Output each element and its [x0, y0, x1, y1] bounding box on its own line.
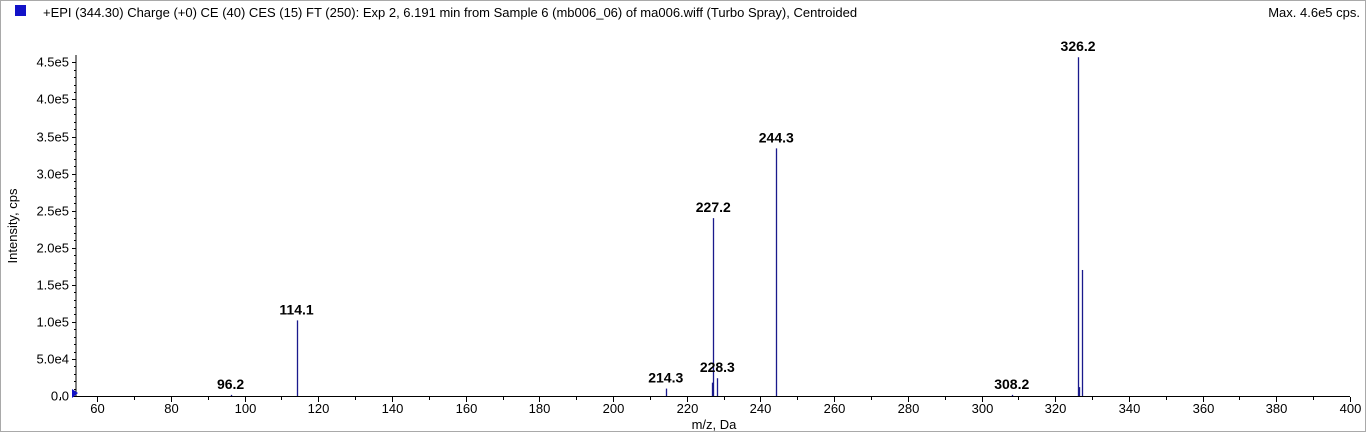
spectrum-title: +EPI (344.30) Charge (+0) CE (40) CES (1…: [43, 5, 858, 20]
x-tick-label: 380: [1266, 401, 1288, 416]
max-intensity-label: Max. 4.6e5 cps.: [1268, 5, 1360, 20]
y-tick-label: 2.5e5: [36, 204, 69, 219]
y-tick-label: 4.0e5: [36, 92, 69, 107]
peak-label: 228.3: [700, 359, 735, 375]
series-color-swatch[interactable]: [15, 5, 26, 16]
x-axis-ticks: 60 80 100 120 140 160 180 200 220 240 260 280 300 320…: [60, 397, 1362, 416]
x-tick-label: 200: [603, 401, 625, 416]
origin-marker-icon[interactable]: [72, 389, 78, 398]
x-tick-label: 80: [164, 401, 178, 416]
y-tick-label: 5.0e4: [36, 352, 69, 367]
x-tick-label: 160: [456, 401, 478, 416]
x-tick-label: 400: [1340, 401, 1362, 416]
x-tick-label: 220: [677, 401, 699, 416]
x-axis-title: m/z, Da: [692, 417, 738, 432]
peak-label: 244.3: [759, 129, 794, 145]
x-tick-label: 340: [1119, 401, 1141, 416]
y-tick-label: 2.0e5: [36, 241, 69, 256]
y-tick-label: 4.5e5: [36, 55, 69, 70]
peak-series: [230, 57, 1084, 396]
peak-label: 214.3: [648, 370, 683, 386]
x-tick-label: 120: [308, 401, 330, 416]
y-tick-label: 1.5e5: [36, 278, 69, 293]
x-tick-label: 280: [898, 401, 920, 416]
x-tick-label: 140: [382, 401, 404, 416]
x-tick-label: 260: [824, 401, 846, 416]
x-tick-label: 240: [750, 401, 772, 416]
y-tick-label: 3.5e5: [36, 130, 69, 145]
peak-label: 326.2: [1061, 38, 1096, 54]
y-tick-label: 0.0: [51, 389, 69, 404]
y-axis-ticks: 0.0 5.0e4 1.0e5 1.5e5 2.0e5 2.5e5 3.0e5 3.5e5 4.…: [36, 55, 76, 404]
peak-label: 114.1: [279, 301, 313, 317]
peak-label: 96.2: [217, 376, 244, 392]
x-tick-label: 60: [90, 401, 104, 416]
x-tick-label: 100: [235, 401, 257, 416]
peak-labels: 96.2 114.1 214.3 227.2 228.3 244.3 308.2 326.2: [217, 38, 1096, 392]
y-axis-title: Intensity, cps: [5, 188, 20, 263]
x-tick-label: 360: [1193, 401, 1215, 416]
spectrum-header: +EPI (344.30) Charge (+0) CE (40) CES (1…: [0, 0, 1366, 26]
y-tick-label: 3.0e5: [36, 167, 69, 182]
peak-label: 308.2: [994, 376, 1029, 392]
x-tick-label: 180: [529, 401, 551, 416]
y-tick-label: 1.0e5: [36, 315, 69, 330]
x-tick-label: 320: [1045, 401, 1067, 416]
peak-label: 227.2: [696, 199, 731, 215]
x-tick-label: 300: [972, 401, 994, 416]
chart-axes: [75, 55, 1350, 397]
